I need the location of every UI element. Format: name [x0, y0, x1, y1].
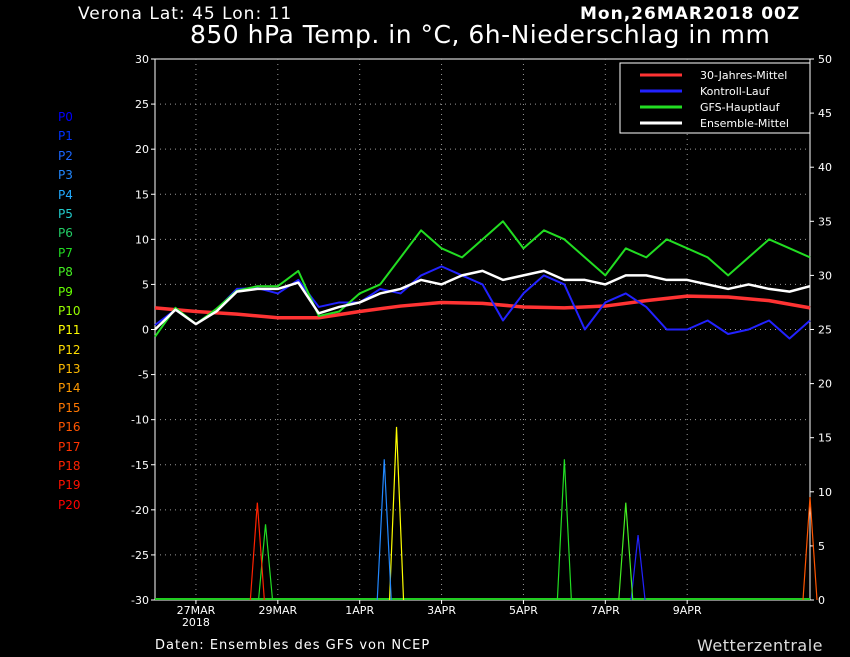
- plot-frame: [154, 58, 811, 601]
- data-source-label: Daten: Ensembles des GFS von NCEP: [155, 638, 431, 653]
- series-line-3: [154, 269, 811, 331]
- member-label-p16: P16: [58, 420, 81, 435]
- precip-spike-p8: [618, 502, 634, 601]
- legend-label-1: Kontroll-Lauf: [700, 85, 771, 98]
- x-tick-label: 29MAR: [258, 604, 297, 617]
- y-left-tick-label: 20: [135, 143, 149, 156]
- member-label-p8: P8: [58, 265, 73, 280]
- x-tick-label: 5APR: [509, 604, 538, 617]
- member-label-p0: P0: [58, 110, 73, 124]
- precip-spike-p18: [249, 502, 265, 601]
- y-right-tick-label: 15: [818, 432, 832, 445]
- y-right-tick-label: 50: [818, 53, 832, 66]
- series-line-0: [154, 294, 811, 320]
- member-label-p5: P5: [58, 206, 73, 221]
- y-left-tick-label: 30: [135, 53, 149, 66]
- y-right-tick-label: 20: [818, 378, 832, 391]
- precip-spike-p7: [556, 459, 572, 601]
- member-label-p14: P14: [58, 381, 81, 396]
- y-right-tick-label: 5: [818, 540, 825, 553]
- y-left-tick-label: -25: [131, 549, 149, 562]
- legend-label-3: Ensemble-Mittel: [700, 117, 789, 130]
- y-right-tick-label: 25: [818, 324, 832, 337]
- member-list: P0 P1 P2 P3 P4 P5 P6 P7 P8 P9 P10 P11 P12 P13 P14 P15 P1…: [58, 108, 98, 515]
- y-left-tick-label: -15: [131, 459, 149, 472]
- member-label-p7: P7: [58, 245, 73, 260]
- y-right-tick-label: 40: [818, 161, 832, 174]
- member-label-p19: P19: [58, 478, 81, 493]
- member-label-p17: P17: [58, 439, 81, 454]
- location-label: Verona Lat: 45 Lon: 11: [78, 4, 293, 24]
- precip-spike-kontroll-lauf: [630, 535, 646, 601]
- legend-label-2: GFS-Hauptlauf: [700, 101, 781, 114]
- member-label-p18: P18: [58, 459, 81, 474]
- member-label-p11: P11: [58, 323, 81, 338]
- y-left-tick-label: -20: [131, 504, 149, 517]
- member-label-p3: P3: [58, 168, 73, 183]
- member-label-p6: P6: [58, 226, 73, 241]
- y-left-tick-label: 15: [135, 188, 149, 201]
- x-tick-label: 1APR: [345, 604, 374, 617]
- y-left-tick-label: 5: [142, 278, 149, 291]
- member-label-p9: P9: [58, 284, 73, 299]
- y-left-tick-label: -5: [138, 369, 149, 382]
- precip-spike-p11: [388, 426, 405, 601]
- x-tick-label: 7APR: [591, 604, 620, 617]
- member-label-p10: P10: [58, 303, 81, 318]
- precip-spike-p16: [802, 497, 818, 601]
- member-label-p12: P12: [58, 342, 81, 357]
- y-right-tick-label: 45: [818, 107, 832, 120]
- member-label-p4: P4: [58, 187, 73, 202]
- y-left-tick-label: 0: [142, 324, 149, 337]
- x-year-label: 2018: [182, 616, 210, 629]
- run-time-label: Mon,26MAR2018 00Z: [580, 4, 801, 24]
- x-tick-label: 9APR: [673, 604, 702, 617]
- legend-label-0: 30-Jahres-Mittel: [700, 69, 787, 82]
- y-right-tick-label: 35: [818, 215, 832, 228]
- member-label-p13: P13: [58, 362, 81, 377]
- precip-spike-p7: [257, 524, 274, 601]
- member-label-p2: P2: [58, 148, 73, 163]
- y-left-tick-label: -30: [131, 594, 149, 607]
- brand-label: Wetterzentrale: [697, 636, 824, 655]
- member-label-p20: P20: [58, 497, 81, 512]
- y-left-tick-label: 25: [135, 98, 149, 111]
- chart-title: 850 hPa Temp. in °C, 6h-Niederschlag in …: [190, 20, 771, 49]
- y-left-tick-label: 10: [135, 233, 149, 246]
- y-right-tick-label: 0: [818, 594, 825, 607]
- y-right-tick-label: 30: [818, 269, 832, 282]
- member-label-p1: P1: [58, 129, 73, 144]
- y-left-tick-label: -10: [131, 414, 149, 427]
- x-tick-label: 3APR: [427, 604, 456, 617]
- precip-spike-p3: [376, 459, 392, 601]
- series-line-2: [154, 220, 811, 338]
- x-tick-label: 27MAR: [177, 604, 216, 617]
- member-label-p15: P15: [58, 400, 81, 415]
- y-right-tick-label: 10: [818, 486, 832, 499]
